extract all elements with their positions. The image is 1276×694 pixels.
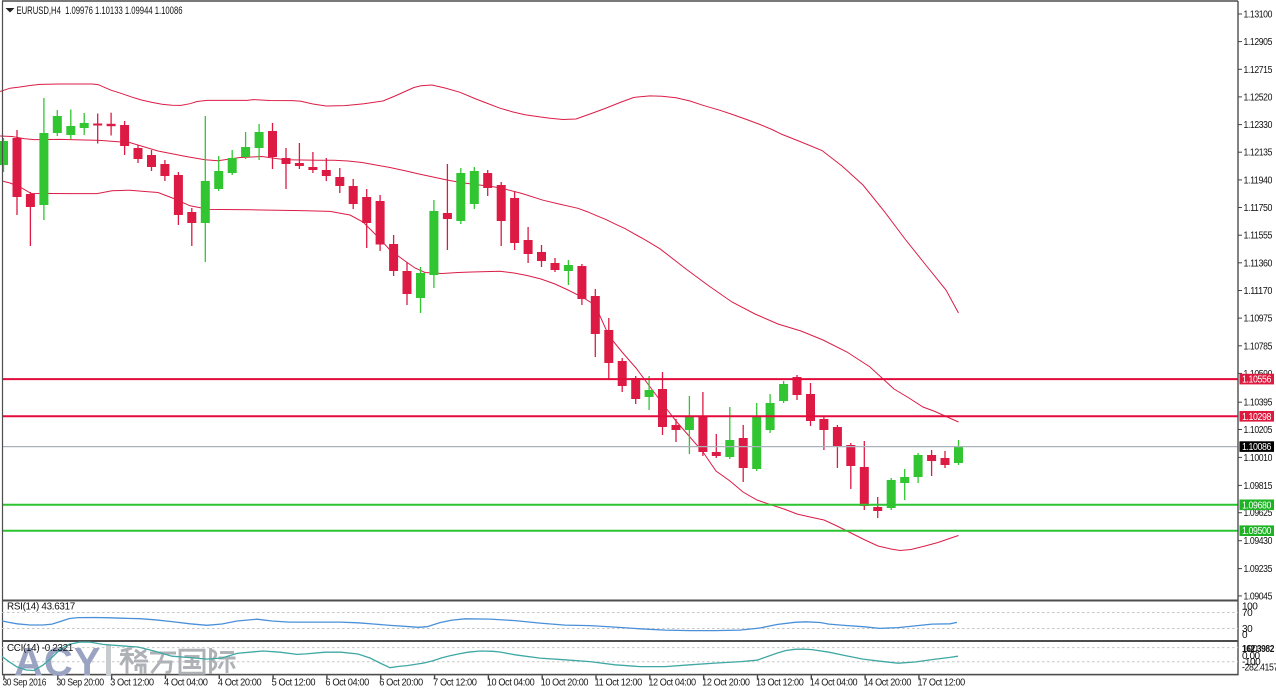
svg-text:100: 100 bbox=[1242, 601, 1258, 612]
svg-text:12 Oct 20:00: 12 Oct 20:00 bbox=[702, 678, 750, 689]
svg-text:1.09235: 1.09235 bbox=[1244, 564, 1273, 575]
svg-text:100: 100 bbox=[1242, 644, 1258, 655]
svg-text:CCI(14) -0.2321: CCI(14) -0.2321 bbox=[7, 643, 74, 654]
svg-text:4 Oct 04:00: 4 Oct 04:00 bbox=[164, 678, 208, 689]
svg-text:-100: -100 bbox=[1242, 657, 1261, 668]
svg-text:1.12135: 1.12135 bbox=[1244, 148, 1273, 159]
svg-text:1.09045: 1.09045 bbox=[1244, 591, 1273, 602]
svg-text:1.12905: 1.12905 bbox=[1244, 37, 1273, 48]
svg-text:0.00: 0.00 bbox=[1242, 651, 1261, 662]
svg-text:70: 70 bbox=[1242, 608, 1253, 619]
svg-text:1.09500: 1.09500 bbox=[1242, 526, 1272, 537]
svg-text:0: 0 bbox=[1242, 630, 1248, 641]
svg-text:1.10086: 1.10086 bbox=[1242, 442, 1272, 453]
svg-text:1.11940: 1.11940 bbox=[1244, 175, 1273, 186]
svg-text:EURUSD,H4 1.09976 1.10133 1.0: EURUSD,H4 1.09976 1.10133 1.09944 1.1008… bbox=[17, 5, 183, 17]
svg-text:10 Oct 20:00: 10 Oct 20:00 bbox=[541, 678, 589, 689]
svg-text:11 Oct 12:00: 11 Oct 12:00 bbox=[595, 678, 643, 689]
svg-text:1.11360: 1.11360 bbox=[1244, 258, 1273, 269]
svg-text:1.11750: 1.11750 bbox=[1244, 203, 1273, 214]
svg-text:5 Oct 12:00: 5 Oct 12:00 bbox=[272, 678, 316, 689]
svg-text:1.10395: 1.10395 bbox=[1244, 398, 1273, 409]
svg-text:1.09680: 1.09680 bbox=[1242, 500, 1272, 511]
svg-text:10 Oct 04:00: 10 Oct 04:00 bbox=[487, 678, 535, 689]
svg-text:30 Sep 20:00: 30 Sep 20:00 bbox=[56, 678, 104, 689]
svg-text:1.12330: 1.12330 bbox=[1244, 120, 1273, 131]
svg-text:162.3982: 162.3982 bbox=[1242, 644, 1275, 655]
svg-text:6 Oct 04:00: 6 Oct 04:00 bbox=[325, 678, 369, 689]
svg-text:17 Oct 12:00: 17 Oct 12:00 bbox=[917, 678, 965, 689]
svg-text:30: 30 bbox=[1242, 624, 1253, 635]
svg-text:7 Oct 12:00: 7 Oct 12:00 bbox=[433, 678, 477, 689]
svg-text:1.10975: 1.10975 bbox=[1244, 314, 1273, 325]
svg-text:1.09815: 1.09815 bbox=[1244, 481, 1273, 492]
svg-text:1.10785: 1.10785 bbox=[1244, 341, 1273, 352]
svg-text:3 Oct 12:00: 3 Oct 12:00 bbox=[110, 678, 154, 689]
svg-text:-282.4157: -282.4157 bbox=[1242, 662, 1276, 673]
svg-text:1.12520: 1.12520 bbox=[1244, 92, 1273, 103]
svg-text:1.09625: 1.09625 bbox=[1244, 508, 1273, 519]
svg-text:RSI(14) 43.6317: RSI(14) 43.6317 bbox=[7, 602, 76, 613]
svg-text:1.11555: 1.11555 bbox=[1244, 231, 1273, 242]
svg-text:1.09430: 1.09430 bbox=[1244, 536, 1273, 547]
svg-text:1.12715: 1.12715 bbox=[1244, 65, 1273, 76]
svg-text:6 Oct 20:00: 6 Oct 20:00 bbox=[379, 678, 423, 689]
svg-text:1.10205: 1.10205 bbox=[1244, 425, 1273, 436]
svg-text:4 Oct 20:00: 4 Oct 20:00 bbox=[218, 678, 262, 689]
svg-text:1.10010: 1.10010 bbox=[1244, 453, 1273, 464]
svg-text:12 Oct 04:00: 12 Oct 04:00 bbox=[648, 678, 696, 689]
svg-text:1.13100: 1.13100 bbox=[1244, 10, 1273, 21]
svg-text:13 Oct 12:00: 13 Oct 12:00 bbox=[756, 678, 804, 689]
svg-text:30 Sep 2016: 30 Sep 2016 bbox=[3, 678, 47, 689]
svg-text:14 Oct 20:00: 14 Oct 20:00 bbox=[864, 678, 912, 689]
svg-text:1.10298: 1.10298 bbox=[1242, 412, 1272, 423]
svg-text:1.11170: 1.11170 bbox=[1244, 286, 1273, 297]
svg-text:14 Oct 04:00: 14 Oct 04:00 bbox=[810, 678, 858, 689]
svg-text:1.10556: 1.10556 bbox=[1242, 375, 1272, 386]
